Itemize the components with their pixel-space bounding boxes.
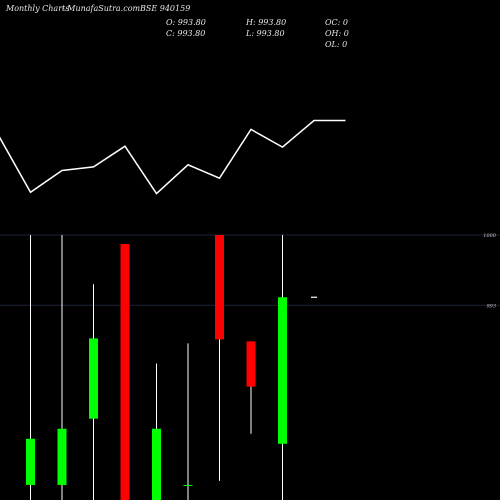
candle-body-down [120,244,130,500]
chart-title: Monthly Charts [6,4,70,13]
high-value: H: 993.80 [246,18,287,27]
symbol-label: BSE 940159 [140,4,191,13]
candle-body-down [246,341,256,387]
line-layer [0,119,346,195]
ol-value: OL: 0 [325,40,348,49]
close-value: C: 993.80 [166,29,206,38]
open-value: O: 993.80 [166,18,206,27]
candle-layer [26,235,317,500]
candle-body-up [278,297,287,444]
oc-value: OC: 0 [325,18,349,27]
candle-body-up [152,428,161,500]
axis-label-layer: 1000 993 [483,233,497,309]
y-tick-label: 1000 [483,233,497,239]
candle-body-down [215,235,224,340]
oh-value: OH: 0 [325,29,349,38]
y-tick-label: 993 [486,303,496,309]
candle-body-up [89,338,98,419]
low-value: L: 993.80 [246,29,285,38]
site-name: - MunafaSutra.com [62,4,141,13]
candle-body-up [57,428,67,485]
price-line [0,119,346,195]
grid-layer [0,234,500,306]
candle-body-up [26,438,35,485]
candle-body-up [183,484,193,486]
